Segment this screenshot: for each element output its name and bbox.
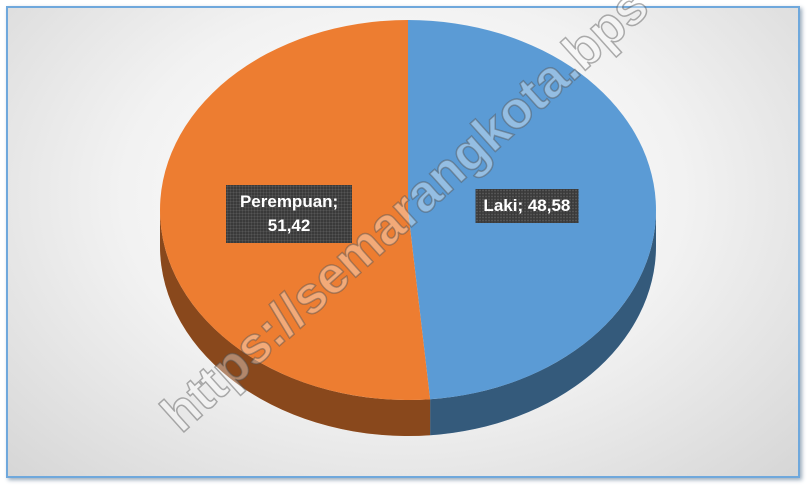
slice-side [430, 210, 656, 436]
slice-side-shade [160, 210, 431, 436]
slice-side [160, 210, 431, 436]
data-label: Perempuan; 51,42 [226, 185, 353, 244]
slice-side-shade [430, 210, 656, 436]
data-label: Laki; 48,58 [475, 188, 579, 223]
